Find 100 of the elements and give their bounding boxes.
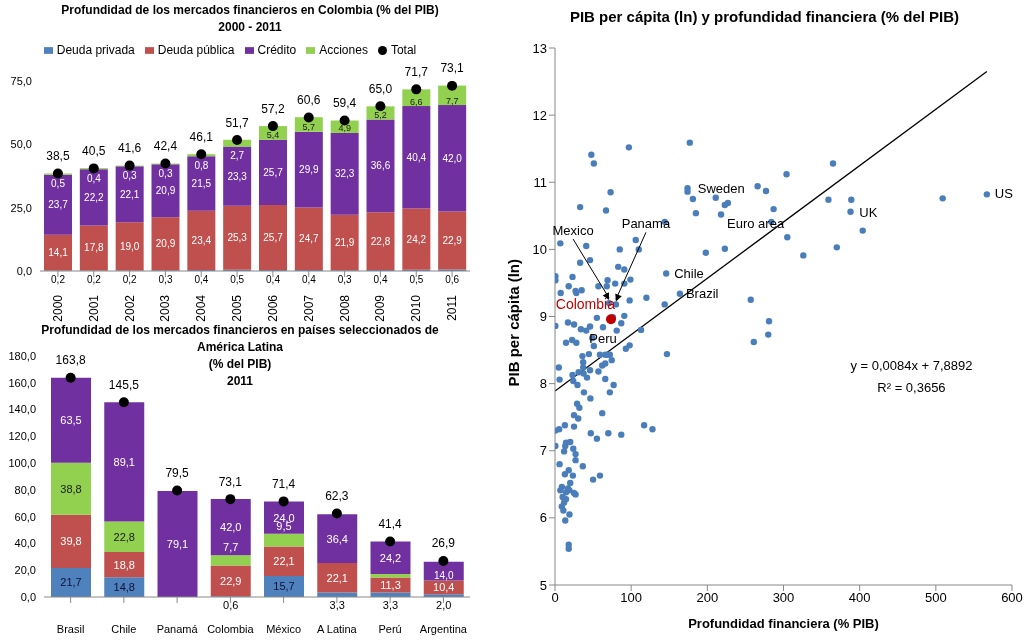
- y-tick-label: 11: [533, 174, 547, 190]
- data-label: 0,4: [194, 273, 209, 285]
- annotation: y = 0,0084x + 7,8892: [850, 358, 973, 374]
- data-label: 25,7: [263, 166, 284, 178]
- y-tick-label: 60,0: [14, 510, 36, 523]
- data-label: 24,2: [406, 233, 427, 245]
- annotation: Panama: [621, 216, 671, 232]
- y-tick-label: 8: [539, 376, 547, 392]
- data-label: 51,7: [225, 115, 250, 130]
- data-label: 22,9: [442, 234, 463, 246]
- x-tick-label: 2009: [373, 294, 388, 322]
- data-label: 0,3: [158, 167, 173, 179]
- data-label: 0,6: [223, 599, 239, 611]
- x-axis-title: Profundidad financiera (% PIB): [688, 616, 879, 631]
- y-tick-label: 40,0: [14, 537, 36, 550]
- data-label: 79,1: [166, 538, 189, 551]
- x-tick-label: 100: [620, 590, 643, 606]
- data-label: 4,9: [338, 123, 351, 134]
- data-label: 0,8: [194, 159, 209, 171]
- annotation: UK: [859, 204, 878, 220]
- data-label: 41,4: [378, 517, 403, 532]
- x-tick-label: 300: [772, 590, 795, 606]
- data-label: 22,1: [119, 188, 140, 200]
- data-label: 21,5: [191, 177, 212, 189]
- x-tick-label: México: [266, 623, 302, 635]
- data-label: 3,3: [382, 599, 399, 611]
- data-label: 24,0: [273, 511, 295, 524]
- data-label: 36,6: [370, 160, 391, 172]
- y-tick-label: 5: [539, 577, 547, 593]
- y-tick-label: 50,0: [10, 138, 32, 151]
- data-label: 15,7: [273, 580, 295, 593]
- data-label: 22,8: [370, 235, 391, 247]
- data-label: 7,7: [445, 95, 459, 106]
- data-label: 24,2: [379, 551, 402, 564]
- y-tick-label: 9: [539, 309, 547, 325]
- x-tick-label: 2011: [445, 294, 460, 321]
- data-label: 5,7: [302, 122, 316, 133]
- data-label: 0,4: [266, 273, 281, 285]
- data-label: 63,5: [60, 414, 82, 427]
- data-label: 62,3: [325, 489, 349, 504]
- data-label: 22,9: [220, 574, 242, 587]
- data-label: 5,2: [374, 110, 387, 121]
- data-label: 0,3: [337, 273, 353, 285]
- data-label: 42,4: [153, 139, 178, 154]
- data-label: 20,9: [155, 238, 176, 250]
- data-label: 26,9: [431, 536, 456, 551]
- x-tick-label: 2010: [409, 294, 424, 322]
- legend-label: Deuda privada: [56, 43, 135, 57]
- x-tick-label: 0: [551, 590, 559, 606]
- data-label: 145,5: [108, 377, 140, 392]
- y-tick-label: 20,0: [14, 564, 36, 577]
- y-tick-label: 160,0: [8, 376, 36, 389]
- data-label: 23,7: [48, 199, 69, 211]
- data-label: 89,1: [113, 455, 135, 468]
- x-tick-label: 2003: [158, 294, 173, 322]
- data-label: 25,3: [227, 232, 248, 244]
- data-label: 40,5: [82, 143, 106, 158]
- annotation: Brazil: [685, 285, 719, 301]
- data-label: 32,3: [334, 168, 355, 180]
- data-label: 6,6: [410, 96, 423, 107]
- y-tick-label: 140,0: [8, 403, 36, 416]
- data-label: 0,2: [51, 273, 66, 285]
- data-label: 5,4: [266, 130, 280, 141]
- data-label: 36,4: [326, 532, 348, 545]
- data-label: 0,5: [230, 273, 245, 285]
- x-tick-label: 200: [696, 590, 719, 606]
- data-label: 11,3: [380, 579, 401, 592]
- y-axis-title: PIB per cápita (ln): [505, 258, 523, 387]
- annotation: Peru: [589, 331, 617, 347]
- x-tick-label: 500: [924, 590, 947, 606]
- data-label: 0,4: [301, 273, 317, 285]
- legend-label: Deuda pública: [157, 43, 235, 57]
- x-tick-label: Perú: [378, 623, 402, 635]
- data-label: 23,3: [227, 170, 248, 182]
- y-tick-label: 7: [539, 443, 547, 459]
- data-label: 71,7: [404, 64, 429, 79]
- data-label: 2,7: [230, 150, 245, 162]
- y-tick-label: 13: [532, 40, 547, 56]
- chart-title: PIB per cápita (ln) y profundidad financiera (% del PIB): [568, 8, 961, 25]
- data-label: 46,1: [189, 129, 214, 144]
- data-label: 29,9: [299, 164, 319, 176]
- data-label: 40,4: [406, 151, 427, 163]
- data-label: 57,2: [261, 101, 285, 116]
- x-tick-label: Brasil: [56, 623, 85, 635]
- y-tick-label: 10: [532, 241, 547, 257]
- y-tick-label: 180,0: [8, 349, 36, 362]
- chart-subtitle: 2000 - 2011: [217, 19, 283, 36]
- x-tick-label: 2002: [122, 294, 137, 322]
- data-label: 17,8: [84, 242, 104, 254]
- data-label: 10,4: [433, 581, 455, 594]
- data-label: 0,2: [122, 273, 138, 285]
- data-label: 59,4: [332, 96, 357, 111]
- data-label: 22,2: [84, 191, 104, 203]
- annotation: R² = 0,3656: [877, 379, 946, 395]
- annotation: Mexico: [552, 223, 594, 239]
- y-tick-label: 6: [539, 510, 547, 526]
- chart-title: Profundidad de los mercados financieros en Colombia (% del PIB): [60, 2, 440, 19]
- data-label: 38,8: [60, 482, 82, 495]
- data-label: 60,6: [297, 92, 321, 107]
- annotation: Chile: [674, 265, 704, 281]
